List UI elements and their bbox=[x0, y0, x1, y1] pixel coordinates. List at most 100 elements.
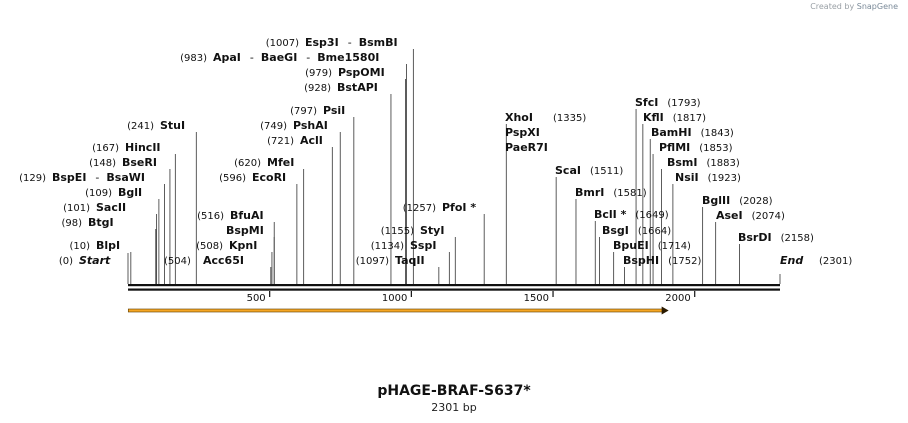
site-position: (1335) bbox=[553, 113, 586, 124]
site-name: BspHI bbox=[623, 254, 659, 267]
sequence-name: pHAGE-BRAF-S637* bbox=[377, 383, 531, 399]
ruler-ticks: 500 1000 1500 2000 bbox=[247, 291, 696, 304]
site-name: PspOMI bbox=[338, 66, 385, 79]
site-name: MfeI bbox=[267, 156, 294, 169]
snapgene-logo: SnapGene bbox=[856, 2, 898, 11]
site-position: (2028) bbox=[739, 196, 772, 207]
site-name: End bbox=[780, 254, 803, 267]
site-position: (109) bbox=[85, 188, 112, 199]
site-name: BfuAI bbox=[230, 209, 264, 222]
site-name: BpuEI bbox=[613, 239, 649, 252]
site-name: NsiI bbox=[675, 171, 699, 184]
site-name: ScaI bbox=[555, 164, 581, 177]
site-name: PflMI bbox=[659, 141, 690, 154]
feature-bar bbox=[127, 308, 663, 313]
ruler-tick-label: 500 bbox=[247, 293, 266, 304]
site-name: BaeGI bbox=[261, 51, 297, 64]
sequence-length: 2301 bp bbox=[431, 401, 477, 414]
site-name: BsaWI bbox=[106, 171, 145, 184]
site-position: (1134) bbox=[371, 241, 404, 252]
plasmid-linear-map: 500 1000 1500 2000 (0) Start (10) BlpI (98) BtgI… bbox=[19, 36, 852, 315]
site-position: (1817) bbox=[673, 113, 706, 124]
site-position: (167) bbox=[92, 143, 119, 154]
site-name: AseI bbox=[716, 209, 743, 222]
site-name: BseRI bbox=[122, 156, 157, 169]
site-position: (98) bbox=[61, 218, 82, 229]
site-name: SacII bbox=[96, 201, 126, 214]
site-position: (979) bbox=[305, 68, 332, 79]
site-position: (721) bbox=[267, 136, 294, 147]
snapgene-credit: Created by SnapGene bbox=[810, 2, 898, 11]
site-position: (1257) bbox=[403, 203, 436, 214]
site-position: (1752) bbox=[668, 256, 701, 267]
backbone-bottom-strand bbox=[128, 288, 780, 291]
site-name: BtgI bbox=[88, 216, 114, 229]
site-name: ApaI bbox=[213, 51, 241, 64]
site-name-separator: - bbox=[250, 51, 254, 64]
site-name: BsrDI bbox=[738, 231, 772, 244]
site-name: BspMI bbox=[226, 224, 264, 237]
site-position: (1097) bbox=[356, 256, 389, 267]
site-position: (749) bbox=[260, 121, 287, 132]
site-position: (620) bbox=[234, 158, 261, 169]
site-position: (129) bbox=[19, 173, 46, 184]
site-labels: (0) Start (10) BlpI (98) BtgI (101) SacII (109) B… bbox=[19, 36, 852, 267]
site-position: (1511) bbox=[590, 166, 623, 177]
site-name: PshAI bbox=[293, 119, 328, 132]
site-position: (928) bbox=[304, 83, 331, 94]
site-position: (596) bbox=[219, 173, 246, 184]
site-position: (1883) bbox=[707, 158, 740, 169]
site-position: (0) bbox=[59, 256, 73, 267]
site-name: Esp3I bbox=[305, 36, 339, 49]
site-position: (1843) bbox=[701, 128, 734, 139]
ruler-tick-label: 2000 bbox=[665, 293, 690, 304]
site-position: (1581) bbox=[613, 188, 646, 199]
site-name: AclI bbox=[300, 134, 323, 147]
site-name: BstAPI bbox=[337, 81, 378, 94]
site-name: BamHI bbox=[651, 126, 692, 139]
site-name: BsmI bbox=[667, 156, 698, 169]
site-position: (10) bbox=[69, 241, 90, 252]
site-name: Bme1580I bbox=[317, 51, 379, 64]
site-name-separator: - bbox=[95, 171, 99, 184]
site-name: PspXI bbox=[505, 126, 540, 139]
site-name: Start bbox=[79, 254, 111, 267]
site-position: (508) bbox=[196, 241, 223, 252]
site-name: StyI bbox=[420, 224, 444, 237]
site-name: StuI bbox=[160, 119, 185, 132]
site-name: HincII bbox=[125, 141, 161, 154]
site-position: (241) bbox=[127, 121, 154, 132]
site-name: BlpI bbox=[96, 239, 120, 252]
site-name: SspI bbox=[410, 239, 436, 252]
site-position: (797) bbox=[290, 106, 317, 117]
sequence-backbone bbox=[128, 284, 780, 291]
site-name: XhoI bbox=[505, 111, 533, 124]
site-name-separator: - bbox=[348, 36, 352, 49]
site-name: BclI * bbox=[594, 208, 627, 221]
site-name: SfcI bbox=[635, 96, 658, 109]
site-position: (516) bbox=[197, 211, 224, 222]
site-name: TaqII bbox=[395, 254, 425, 267]
site-name: KflI bbox=[643, 111, 664, 124]
site-position: (983) bbox=[180, 53, 207, 64]
credit-prefix: Created by bbox=[810, 2, 855, 11]
site-position: (2074) bbox=[752, 211, 785, 222]
site-position: (1793) bbox=[667, 98, 700, 109]
site-position: (504) bbox=[164, 256, 191, 267]
site-position: (1155) bbox=[381, 226, 414, 237]
site-name: KpnI bbox=[229, 239, 257, 252]
site-name: BspEI bbox=[52, 171, 86, 184]
site-position: (101) bbox=[63, 203, 90, 214]
site-position: (148) bbox=[89, 158, 116, 169]
site-name: Acc65I bbox=[203, 254, 244, 267]
site-name: BmrI bbox=[575, 186, 604, 199]
site-position: (1649) bbox=[635, 210, 668, 221]
site-name: BglI bbox=[118, 186, 142, 199]
site-position: (1923) bbox=[708, 173, 741, 184]
feature-arrow-head bbox=[661, 306, 669, 315]
site-lines bbox=[127, 49, 781, 284]
backbone-top-strand bbox=[128, 284, 780, 287]
site-position: (1007) bbox=[266, 38, 299, 49]
site-position: (1853) bbox=[699, 143, 732, 154]
site-position: (2301) bbox=[819, 256, 852, 267]
